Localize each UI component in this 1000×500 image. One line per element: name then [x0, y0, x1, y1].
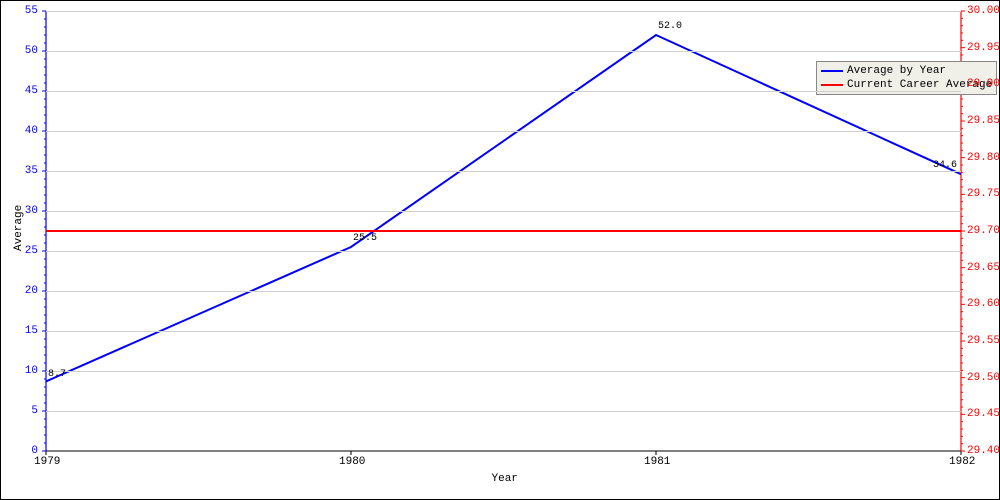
- y-right-tick-label: 29.50: [967, 372, 1000, 384]
- x-tick-label: 1982: [949, 456, 975, 468]
- y-right-tick-label: 29.90: [967, 78, 1000, 90]
- gridline: [46, 51, 961, 52]
- gridline: [46, 331, 961, 332]
- data-point-label: 34.6: [933, 160, 957, 171]
- gridline: [46, 91, 961, 92]
- x-tick-label: 1981: [644, 456, 670, 468]
- y-left-tick-label: 40: [25, 125, 38, 137]
- y-left-axis-label: Average: [13, 205, 25, 251]
- legend-item: Average by Year: [821, 64, 992, 78]
- y-right-tick-label: 29.75: [967, 188, 1000, 200]
- x-tick-label: 1980: [339, 456, 365, 468]
- data-point-label: 8.7: [48, 369, 66, 380]
- y-right-tick-label: 29.95: [967, 42, 1000, 54]
- y-left-tick-label: 30: [25, 205, 38, 217]
- y-left-tick-label: 55: [25, 5, 38, 17]
- gridline: [46, 291, 961, 292]
- y-left-tick-label: 0: [31, 445, 38, 457]
- chart: Average by YearCurrent Career Average 19…: [0, 0, 1000, 500]
- y-right-tick-label: 29.60: [967, 298, 1000, 310]
- y-left-tick-label: 35: [25, 165, 38, 177]
- x-tick-label: 1979: [34, 456, 60, 468]
- y-right-tick-label: 29.45: [967, 408, 1000, 420]
- x-axis-label: Year: [492, 473, 518, 485]
- gridline: [46, 11, 961, 12]
- y-left-tick-label: 50: [25, 45, 38, 57]
- y-right-tick-label: 29.80: [967, 152, 1000, 164]
- y-left-tick-label: 20: [25, 285, 38, 297]
- gridline: [46, 251, 961, 252]
- y-left-tick-label: 25: [25, 245, 38, 257]
- y-right-tick-label: 29.70: [967, 225, 1000, 237]
- y-left-tick-label: 45: [25, 85, 38, 97]
- y-right-tick-label: 29.85: [967, 115, 1000, 127]
- y-left-tick-label: 15: [25, 325, 38, 337]
- legend-swatch: [821, 84, 843, 86]
- gridline: [46, 131, 961, 132]
- y-right-tick-label: 30.00: [967, 5, 1000, 17]
- y-right-tick-label: 29.65: [967, 262, 1000, 274]
- y-left-tick-label: 5: [31, 405, 38, 417]
- gridline: [46, 411, 961, 412]
- legend-swatch: [821, 70, 843, 72]
- data-point-label: 25.5: [353, 233, 377, 244]
- gridline: [46, 371, 961, 372]
- legend-label: Average by Year: [847, 65, 946, 77]
- gridline: [46, 211, 961, 212]
- y-left-tick-label: 10: [25, 365, 38, 377]
- y-right-tick-label: 29.55: [967, 335, 1000, 347]
- data-point-label: 52.0: [658, 21, 682, 32]
- gridline: [46, 171, 961, 172]
- y-right-tick-label: 29.40: [967, 445, 1000, 457]
